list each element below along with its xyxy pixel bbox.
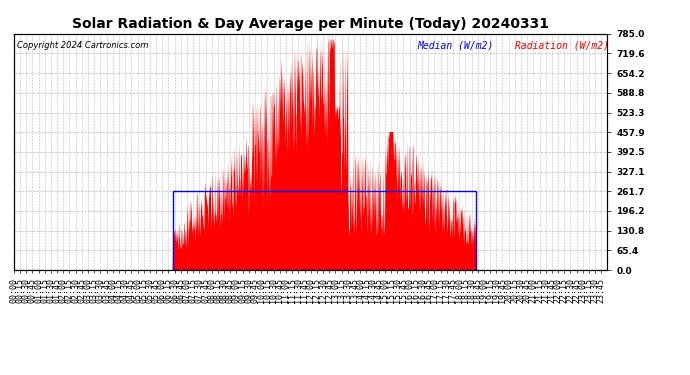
Text: Median (W/m2): Median (W/m2) xyxy=(417,41,493,51)
Title: Solar Radiation & Day Average per Minute (Today) 20240331: Solar Radiation & Day Average per Minute… xyxy=(72,17,549,31)
Bar xyxy=(172,191,475,270)
Text: Copyright 2024 Cartronics.com: Copyright 2024 Cartronics.com xyxy=(17,41,148,50)
Text: Radiation (W/m2): Radiation (W/m2) xyxy=(515,41,609,51)
